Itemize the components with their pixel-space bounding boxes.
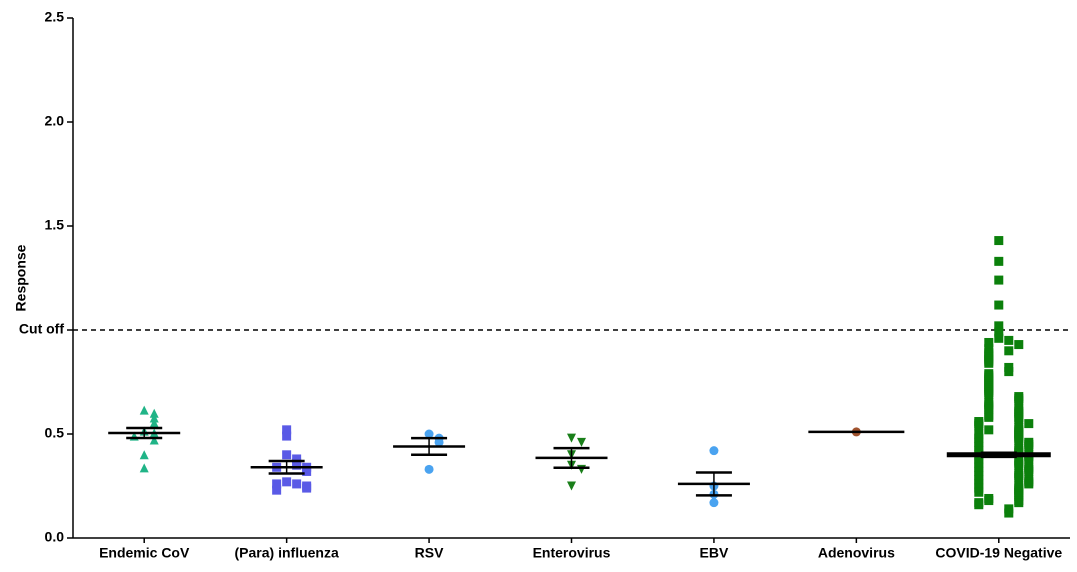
point xyxy=(994,275,1004,285)
point xyxy=(984,337,994,347)
point xyxy=(302,466,312,476)
point xyxy=(1004,335,1014,345)
point xyxy=(282,431,292,441)
point xyxy=(139,405,149,415)
point xyxy=(424,429,434,439)
point xyxy=(984,358,994,368)
point xyxy=(272,479,282,489)
point xyxy=(567,433,576,443)
y-axis-label: Response xyxy=(13,244,29,311)
point xyxy=(272,485,282,495)
point xyxy=(1004,346,1014,356)
point xyxy=(577,464,586,474)
point xyxy=(709,446,719,456)
x-tick-label: (Para) influenza xyxy=(235,545,339,561)
point xyxy=(994,321,1004,331)
point xyxy=(709,498,719,508)
point xyxy=(1014,435,1024,445)
point xyxy=(994,236,1004,246)
y-tick-label: 0.0 xyxy=(45,529,65,545)
y-tick-label: 2.0 xyxy=(45,113,65,129)
point xyxy=(994,256,1004,266)
x-tick-label: RSV xyxy=(415,545,444,561)
point xyxy=(974,487,984,497)
point xyxy=(1014,396,1024,406)
point xyxy=(984,404,994,414)
point xyxy=(1024,419,1034,429)
point xyxy=(1004,508,1014,518)
point xyxy=(149,413,159,423)
y-tick-label: 0.5 xyxy=(45,425,65,441)
point xyxy=(1014,460,1024,470)
point xyxy=(424,464,434,474)
point xyxy=(577,437,586,447)
point xyxy=(302,483,312,493)
point xyxy=(1024,466,1034,476)
point xyxy=(567,481,576,491)
point xyxy=(1024,454,1034,464)
x-tick-label: Enterovirus xyxy=(533,545,611,561)
point xyxy=(994,327,1004,337)
point xyxy=(1014,340,1024,350)
point xyxy=(1014,498,1024,508)
point xyxy=(149,408,159,418)
point xyxy=(149,435,159,445)
x-tick-label: COVID-19 Negative xyxy=(935,545,1062,561)
point xyxy=(984,412,994,422)
point xyxy=(1024,441,1034,451)
point xyxy=(994,333,1004,343)
x-tick-label: Adenovirus xyxy=(818,545,895,561)
point xyxy=(149,418,159,428)
point xyxy=(1014,414,1024,424)
point xyxy=(974,500,984,510)
point xyxy=(282,477,292,487)
x-tick-label: EBV xyxy=(700,545,729,561)
x-tick-label: Endemic CoV xyxy=(99,545,190,561)
point xyxy=(984,425,994,435)
point xyxy=(292,479,302,489)
point xyxy=(984,389,994,399)
y-tick-label: 1.5 xyxy=(45,217,65,233)
point xyxy=(994,300,1004,310)
point xyxy=(282,425,292,435)
point xyxy=(984,496,994,506)
point xyxy=(1024,479,1034,489)
point xyxy=(292,460,302,470)
point xyxy=(974,421,984,431)
point xyxy=(434,437,444,447)
point xyxy=(1014,473,1024,483)
y-tick-label: 2.5 xyxy=(45,9,65,25)
y-tick-label: Cut off xyxy=(19,321,64,337)
point xyxy=(282,450,292,460)
point xyxy=(139,463,149,473)
point xyxy=(139,450,149,460)
point xyxy=(1004,367,1014,377)
